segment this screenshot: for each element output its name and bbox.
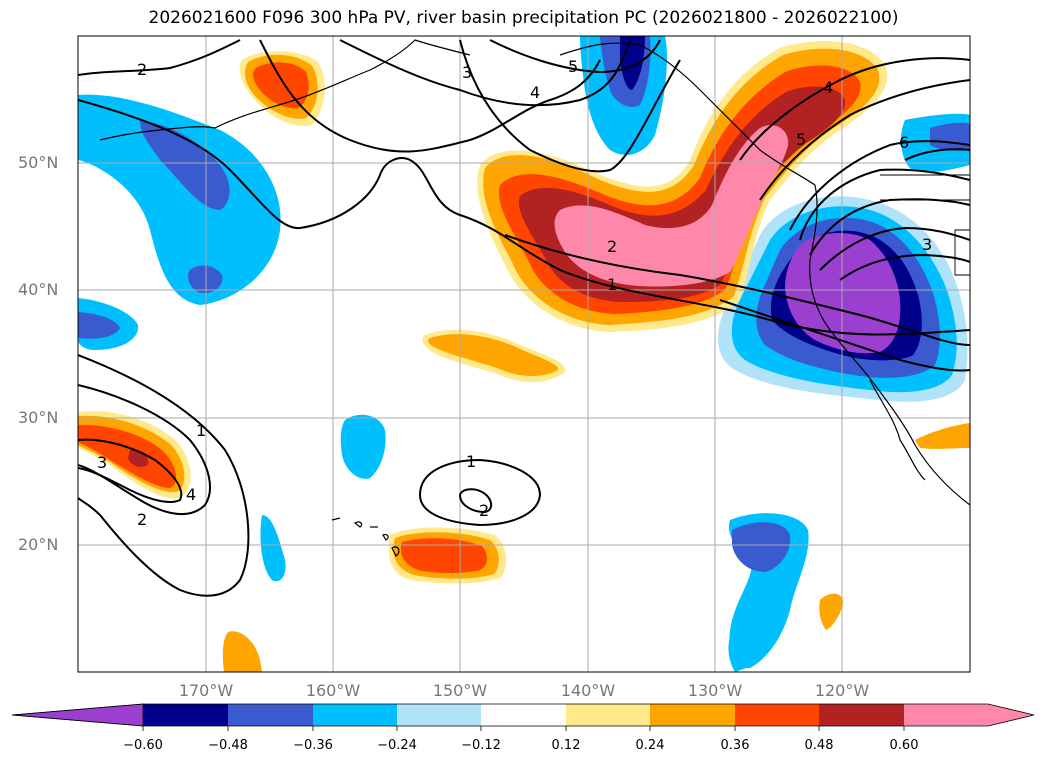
colorbar-bin [397, 704, 481, 726]
contour-label: 2 [479, 501, 489, 520]
contour-label: 5 [796, 130, 806, 149]
colorbar-tick-label: 0.12 [551, 738, 581, 753]
contour-label: 1 [466, 452, 476, 471]
lat-label: 30°N [18, 408, 59, 427]
map-frame [77, 35, 971, 673]
pv-contour-line [78, 99, 970, 336]
contour-label: 4 [530, 83, 540, 102]
lat-label: 50°N [18, 153, 59, 172]
colorbar-bin [735, 704, 819, 726]
map-title: 2026021600 F096 300 hPa PV, river basin … [148, 8, 899, 28]
lon-label: 120°W [814, 681, 870, 700]
pv-contours [78, 39, 970, 597]
pv-contour-line [259, 39, 601, 153]
colorbar-tick-label: −0.60 [123, 738, 163, 753]
colorbar-bin [819, 704, 904, 726]
lon-label: 160°W [305, 681, 361, 700]
pv-contour-line [489, 39, 661, 74]
contour-label: 2 [137, 60, 147, 79]
colorbar [11, 703, 1035, 731]
pv-contour-line [504, 234, 970, 346]
pv-contour-line [339, 39, 631, 107]
lon-label: 170°W [178, 681, 234, 700]
colorbar-tick-label: −0.48 [208, 738, 248, 753]
colorbar-tick-label: 0.24 [635, 738, 665, 753]
pv-contour-line [78, 384, 211, 516]
colorbar-bin [650, 704, 735, 726]
pv-contour-line [458, 488, 493, 514]
contour-label: 2 [607, 237, 617, 256]
pv-contour-line [759, 79, 970, 201]
pv-contour-line [78, 354, 250, 597]
map-plot-area [78, 36, 970, 672]
contour-label: 4 [186, 485, 196, 504]
colorbar-tick-label: −0.12 [461, 738, 501, 753]
contour-label: 3 [922, 235, 932, 254]
contour-label: 3 [97, 453, 107, 472]
lon-label: 130°W [687, 681, 743, 700]
contour-label-group: 2 3 4 5 6 3 2 1 1 3 4 2 1 2 5 4 [97, 57, 932, 529]
pv-contour-line [799, 168, 970, 241]
pv-contour-line [739, 57, 970, 161]
contour-label: 1 [196, 421, 206, 440]
contour-label: 4 [823, 78, 833, 97]
pv-contour-line [459, 39, 681, 173]
anomaly-maximum-pink [554, 125, 789, 287]
contour-label: 5 [568, 57, 578, 76]
pv-contour-line [809, 198, 970, 256]
contour-label: 3 [462, 63, 472, 82]
lon-label: 140°W [560, 681, 616, 700]
contour-label: 2 [137, 510, 147, 529]
pv-contour-line [719, 299, 970, 372]
map-gridlines [78, 36, 970, 672]
contour-label: 1 [607, 275, 617, 294]
colorbar-tick-label: 0.48 [804, 738, 834, 753]
anomaly-field-nw-pacific [78, 94, 281, 305]
colorbar-extend-min [11, 703, 144, 727]
pv-contour-line [78, 438, 183, 503]
contour-label: 6 [899, 133, 909, 152]
hawaiian-islands [331, 517, 400, 557]
colorbar-extend-max [904, 704, 1034, 726]
colorbar-tick-label: 0.36 [720, 738, 750, 753]
lat-label: 40°N [18, 280, 59, 299]
pv-contour-line [819, 226, 970, 271]
lat-label: 20°N [18, 535, 59, 554]
colorbar-bin [313, 704, 397, 726]
pv-contour-line [789, 140, 970, 231]
colorbar-bin [143, 704, 228, 726]
colorbar-bin [228, 704, 313, 726]
pv-contour-line [904, 148, 970, 161]
lon-label: 150°W [432, 681, 488, 700]
colorbar-bin [566, 704, 650, 726]
pv-contour-line [839, 253, 970, 281]
pv-contour-line [78, 39, 241, 76]
colorbar-tick-label: −0.36 [293, 738, 333, 753]
colorbar-tick-label: 0.60 [889, 738, 919, 753]
colorbar-bin [481, 704, 566, 726]
pv-contour-line [418, 458, 542, 527]
colorbar-tick-label: −0.24 [377, 738, 417, 753]
